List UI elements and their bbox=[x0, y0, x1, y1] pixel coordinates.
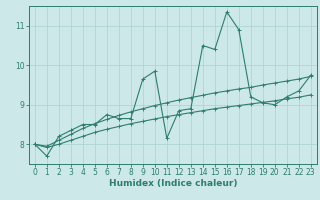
X-axis label: Humidex (Indice chaleur): Humidex (Indice chaleur) bbox=[108, 179, 237, 188]
